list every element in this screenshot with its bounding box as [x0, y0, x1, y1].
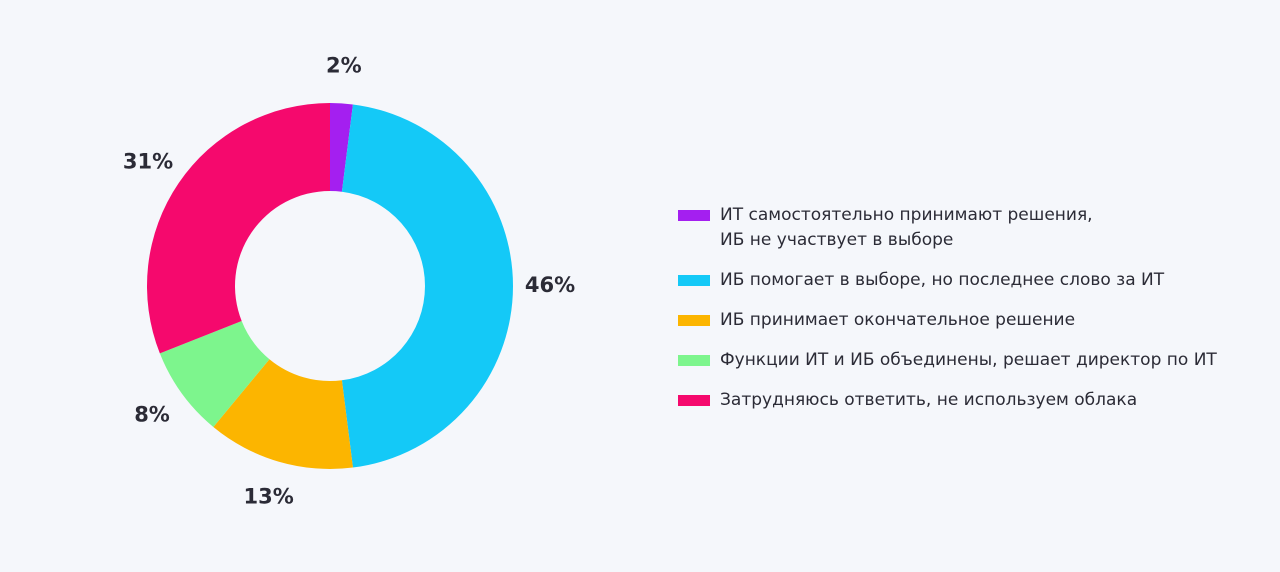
legend-label: Затрудняюсь ответить, не используем обла…: [720, 390, 1138, 410]
legend-swatch: [678, 355, 710, 366]
legend-label: Функции ИТ и ИБ объединены, решает дирек…: [720, 350, 1217, 370]
data-label: 13%: [243, 484, 293, 508]
chart: 2% 46% 13% 8% 31%: [123, 53, 575, 508]
legend-label: ИТ самостоятельно принимают решения, ИБ …: [720, 205, 1093, 250]
data-label: 31%: [123, 149, 173, 173]
legend-label: ИБ помогает в выборе, но последнее слово…: [720, 270, 1165, 290]
legend-item: ИТ самостоятельно принимают решения, ИБ …: [678, 203, 1217, 253]
donut-segment: [213, 359, 353, 469]
legend-item: ИБ принимает окончательное решение: [678, 308, 1217, 333]
data-label: 2%: [326, 53, 362, 77]
legend: ИТ самостоятельно принимают решения, ИБ …: [678, 203, 1217, 428]
legend-label: ИБ принимает окончательное решение: [720, 310, 1076, 330]
donut-segment: [341, 104, 513, 468]
legend-item: Затрудняюсь ответить, не используем обла…: [678, 388, 1217, 413]
data-label: 8%: [134, 402, 170, 426]
legend-item: Функции ИТ и ИБ объединены, решает дирек…: [678, 348, 1217, 373]
data-label: 46%: [525, 273, 575, 297]
donut-segment: [159, 320, 270, 428]
donut-segment: [147, 103, 330, 354]
legend-swatch: [678, 275, 710, 286]
legend-swatch: [678, 315, 710, 326]
legend-item: ИБ помогает в выборе, но последнее слово…: [678, 268, 1217, 293]
legend-swatch: [678, 395, 710, 406]
legend-swatch: [678, 210, 710, 221]
donut-segment: [330, 103, 353, 192]
